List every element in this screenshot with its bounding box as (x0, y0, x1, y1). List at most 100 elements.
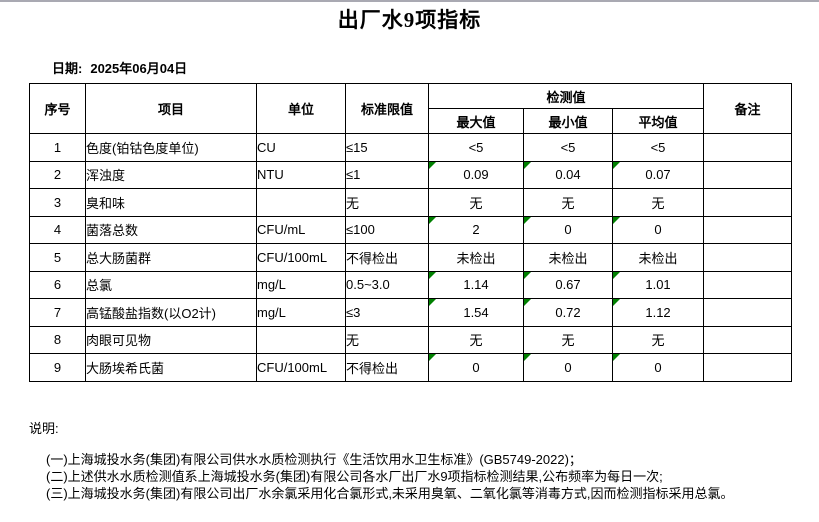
cell-remark (703, 215, 793, 244)
cell-avg: 0.07 (611, 160, 705, 189)
table-row: 3 臭和味无无无无 (29, 188, 793, 217)
cell-max: 无 (428, 188, 524, 217)
cell-min: 0.72 (523, 298, 613, 327)
cell-max: 0 (428, 353, 524, 382)
cell-min: 0.67 (523, 270, 613, 299)
flag-triangle-icon (429, 299, 436, 306)
cell-unit: CU (256, 133, 346, 162)
table-row: 7 高锰酸盐指数(以O2计) mg/L ≤3 1.54 0.72 1.12 (29, 298, 793, 327)
note-line: (三)上海城投水务(集团)有限公司出厂水余氯采用化合氯形式,未采用臭氧、二氧化氯… (46, 486, 734, 501)
cell-min: 未检出 (523, 243, 613, 272)
cell-avg: 无 (611, 325, 705, 354)
cell-item: 肉眼可见物 (85, 325, 257, 354)
notes-section: 说明: (一)上海城投水务(集团)有限公司供水水质检测执行《生活饮用水卫生标准》… (29, 421, 734, 502)
cell-unit: CFU/100mL (256, 353, 346, 382)
date-label: 日期: (52, 61, 83, 76)
cell-min: 0.04 (523, 160, 613, 189)
col-header-avg: 平均值 (611, 108, 705, 134)
top-divider (0, 0, 819, 2)
cell-unit: mg/L (256, 298, 346, 327)
cell-remark (703, 160, 793, 189)
table-row: 6 总氯 mg/L 0.5~3.0 1.14 0.67 1.01 (29, 270, 793, 299)
note-lines: (一)上海城投水务(集团)有限公司供水水质检测执行《生活饮用水卫生标准》(GB5… (29, 451, 734, 502)
flag-triangle-icon (524, 354, 531, 361)
col-header-detection: 检测值 (427, 83, 705, 109)
cell-limit: 无 (345, 188, 429, 217)
cell-avg: 0 (611, 353, 705, 382)
cell-max: 1.54 (428, 298, 524, 327)
header-row-sub: 最大值 最小值 平均值 (30, 108, 792, 134)
page-title: 出厂水9项指标 (337, 8, 482, 32)
cell-avg: 1.12 (611, 298, 705, 327)
cell-max: 未检出 (428, 243, 524, 272)
cell-no: 8 (29, 325, 86, 354)
report-date: 日期: 2025年06月04日 (52, 58, 187, 77)
cell-avg: 1.01 (611, 270, 705, 299)
flag-triangle-icon (524, 161, 531, 169)
cell-max: 0.09 (428, 160, 524, 189)
cell-min: 无 (523, 325, 613, 354)
indicators-table: 序号 项目 单位 标准限值 检测值 备注 最大值 最小值 平均值 1 色度(铂钴色… (29, 83, 793, 382)
cell-unit (256, 325, 346, 354)
col-header-item: 项目 (85, 83, 257, 134)
flag-triangle-icon (613, 271, 620, 279)
flag-triangle-icon (524, 216, 531, 224)
cell-limit: 0.5~3.0 (345, 270, 429, 299)
cell-limit: 不得检出 (345, 353, 429, 382)
flag-triangle-icon (613, 161, 620, 169)
flag-triangle-icon (524, 271, 531, 279)
cell-limit: ≤15 (345, 133, 429, 162)
cell-remark (703, 325, 793, 354)
cell-limit: ≤100 (345, 215, 429, 244)
cell-limit: ≤1 (345, 160, 429, 189)
cell-limit: ≤3 (345, 298, 429, 327)
cell-item: 浑浊度 (85, 160, 257, 189)
col-header-no: 序号 (29, 83, 86, 134)
cell-remark (703, 298, 793, 327)
flag-triangle-icon (429, 271, 436, 279)
flag-triangle-icon (613, 354, 620, 361)
cell-remark (703, 353, 793, 382)
flag-triangle-icon (429, 161, 436, 169)
cell-no: 3 (29, 188, 86, 217)
cell-remark (703, 270, 793, 299)
header-row-top: 序号 项目 单位 标准限值 检测值 备注 (29, 83, 793, 134)
cell-unit (256, 188, 346, 217)
col-header-limit: 标准限值 (345, 83, 429, 134)
cell-unit: mg/L (256, 270, 346, 299)
cell-no: 6 (29, 270, 86, 299)
table-row: 5 总大肠菌群 CFU/100mL 不得检出 未检出 未检出 未检出 (29, 243, 793, 272)
table-header: 序号 项目 单位 标准限值 检测值 备注 最大值 最小值 平均值 (29, 83, 793, 134)
cell-remark (703, 133, 793, 162)
table-row: 2 浑浊度 NTU ≤1 0.09 0.04 0.07 (29, 160, 793, 189)
flag-triangle-icon (613, 216, 620, 224)
cell-min: 0 (523, 215, 613, 244)
cell-no: 4 (29, 215, 86, 244)
flag-triangle-icon (429, 216, 436, 224)
cell-limit: 不得检出 (345, 243, 429, 272)
cell-max: 2 (428, 215, 524, 244)
note-line: (一)上海城投水务(集团)有限公司供水水质检测执行《生活饮用水卫生标准》(GB5… (46, 452, 582, 467)
cell-no: 2 (29, 160, 86, 189)
table-row: 8 肉眼可见物无无无无 (29, 325, 793, 354)
cell-avg: 未检出 (611, 243, 705, 272)
cell-remark (703, 188, 793, 217)
cell-limit: 无 (345, 325, 429, 354)
cell-max: <5 (428, 133, 524, 162)
cell-remark (703, 243, 793, 272)
cell-avg: <5 (611, 133, 705, 162)
table-row: 9 大肠埃希氏菌 CFU/100mL 不得检出 0 0 0 (29, 353, 793, 382)
cell-no: 9 (29, 353, 86, 382)
cell-avg: 0 (611, 215, 705, 244)
cell-max: 1.14 (428, 270, 524, 299)
cell-min: 无 (523, 188, 613, 217)
cell-item: 臭和味 (85, 188, 257, 217)
cell-item: 色度(铂钴色度单位) (85, 133, 257, 162)
col-header-unit: 单位 (256, 83, 346, 134)
cell-min: 0 (523, 353, 613, 382)
table-row: 1 色度(铂钴色度单位) CU ≤15 <5 <5 <5 (29, 133, 793, 162)
indicators-table-body: 1 色度(铂钴色度单位) CU ≤15 <5 <5 <5 2 浑浊度 NTU ≤1 0.09 0.04 0… (29, 133, 793, 382)
col-header-max: 最大值 (428, 108, 524, 134)
flag-triangle-icon (429, 354, 436, 361)
